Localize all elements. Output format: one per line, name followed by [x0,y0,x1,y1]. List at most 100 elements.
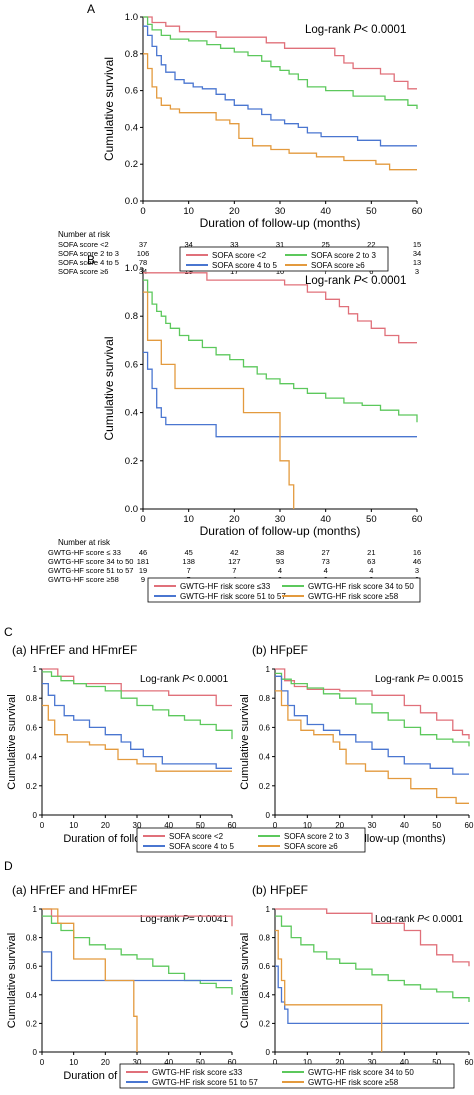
x-tick-label: 0 [40,821,45,830]
y-tick-label: 0.8 [26,934,38,943]
series-line-2 [275,915,470,1002]
risk-table-title: Number at risk [58,230,111,239]
risk-table-value: 3 [415,566,419,575]
y-tick-label: 0.4 [259,991,271,1000]
x-tick-label: 10 [183,206,194,217]
x-tick-label: 40 [400,821,409,830]
log-rank-annotation: Log-rank P< 0.0001 [305,24,406,36]
series-line-1 [275,908,470,967]
legend-2: GWTG-HF risk score ≤33 GWTG-HF risk score… [147,577,421,603]
series-line-2 [275,672,470,747]
y-tick-label: 0.6 [125,86,138,97]
y-tick-label: 1 [33,665,38,674]
risk-table-value: 42 [230,548,238,557]
risk-table-value: 4 [324,566,328,575]
panel-letter-a: A [87,2,95,16]
x-tick-label: 20 [101,1058,110,1067]
x-tick-label: 10 [183,514,194,525]
risk-table-value: 4 [278,566,282,575]
legend-label: SOFA score <2 [212,251,267,260]
y-tick-label: 0.2 [125,159,138,170]
legend-1: SOFA score <2 SOFA score 2 to 3 SOFA score… [179,246,389,272]
x-tick-label: 50 [366,514,377,525]
y-tick-label: 1 [266,905,271,914]
y-tick-label: 0.4 [259,753,271,762]
risk-table-row-label: SOFA score ≥6 [58,267,108,276]
chart-a: 0.0 0.2 0.4 0.6 0.8 1.0 0 10 20 30 40 50 60 Duration … [58,12,422,276]
risk-table-value: 127 [228,557,241,566]
series-line-2 [143,16,418,109]
risk-table-row-label: GWTG-HF score ≥58 [48,575,119,584]
risk-table-title: Number at risk [58,538,111,547]
legend-label: SOFA score 2 to 3 [284,832,349,841]
series-line-3 [42,682,232,769]
risk-table-value: 25 [321,240,329,249]
series-line-4 [143,53,417,171]
x-tick-label: 30 [275,514,286,525]
x-tick-label: 30 [275,206,286,217]
risk-table-value: 38 [276,548,284,557]
log-rank-annotation: Log-rank P< 0.0001 [140,674,229,685]
series-line-3 [143,351,417,438]
x-tick-label: 50 [366,206,377,217]
legend-label: GWTG-HF risk score 34 to 50 [308,1068,414,1077]
risk-table-value: 16 [413,548,421,557]
risk-table-value: 7 [232,566,236,575]
legend-label: SOFA score <2 [169,832,224,841]
y-axis-label: Cumulative survival [239,933,251,1028]
x-tick-label: 60 [465,821,474,830]
x-tick-label: 60 [412,514,423,525]
risk-table-value: 34 [184,240,192,249]
x-tick-label: 60 [465,1058,474,1067]
y-tick-label: 0.0 [125,196,138,207]
legend-box [119,1063,455,1089]
legend-label: SOFA score ≥6 [284,842,338,851]
legend-label: GWTG-HF risk score 51 to 57 [152,1078,258,1087]
risk-table-value: 22 [367,240,375,249]
y-tick-label: 0.0 [125,504,138,515]
x-tick-label: 40 [164,1058,173,1067]
x-tick-label: 40 [164,821,173,830]
y-tick-label: 1.0 [125,263,138,274]
x-tick-label: 30 [368,821,377,830]
legend-label: SOFA score 4 to 5 [212,261,277,270]
x-tick-label: 40 [320,206,331,217]
x-axis-label: Duration of follow-up (months) [200,524,361,538]
x-tick-label: 40 [320,514,331,525]
x-tick-label: 30 [133,821,142,830]
y-tick-label: 0.6 [26,962,38,971]
chart-subtitle: (b) HFpEF [252,643,308,657]
risk-table-row-label: GWTG-HF score 51 to 57 [48,566,133,575]
x-tick-label: 10 [69,1058,78,1067]
series-line-2 [143,279,418,423]
y-axis-label: Cumulative survival [239,694,251,789]
risk-table-value: 73 [321,557,329,566]
chart-d-b: (b) HFpEF00.20.40.60.810102030405060Dura… [239,883,474,1082]
x-tick-label: 0 [140,206,145,217]
log-rank-annotation: Log-rank P< 0.0001 [305,275,406,287]
series-line-1 [275,668,470,740]
x-tick-label: 0 [140,514,145,525]
y-axis-label: Cumulative survival [6,694,18,789]
risk-table-value: 46 [413,557,421,566]
legend-label: GWTG-HF risk score 34 to 50 [308,582,414,591]
risk-table-value: 33 [230,240,238,249]
risk-table-value: 19 [184,267,192,276]
series-line-2 [42,671,233,740]
series-line-2 [42,915,233,995]
risk-table-value: 6 [369,267,373,276]
risk-table-value: 34 [413,249,421,258]
panel-letter-b: B [87,253,95,267]
legend-label: SOFA score 2 to 3 [311,251,376,260]
y-axis-label: Cumulative survival [102,57,116,161]
legend-4: GWTG-HF risk score ≤33 GWTG-HF risk score… [119,1063,455,1089]
series-line-1 [143,272,417,344]
y-tick-label: 0.6 [259,723,271,732]
series-line-4 [275,690,469,804]
risk-table-value: 93 [276,557,284,566]
y-tick-label: 0.2 [26,1019,38,1028]
risk-table-value: 46 [139,548,147,557]
